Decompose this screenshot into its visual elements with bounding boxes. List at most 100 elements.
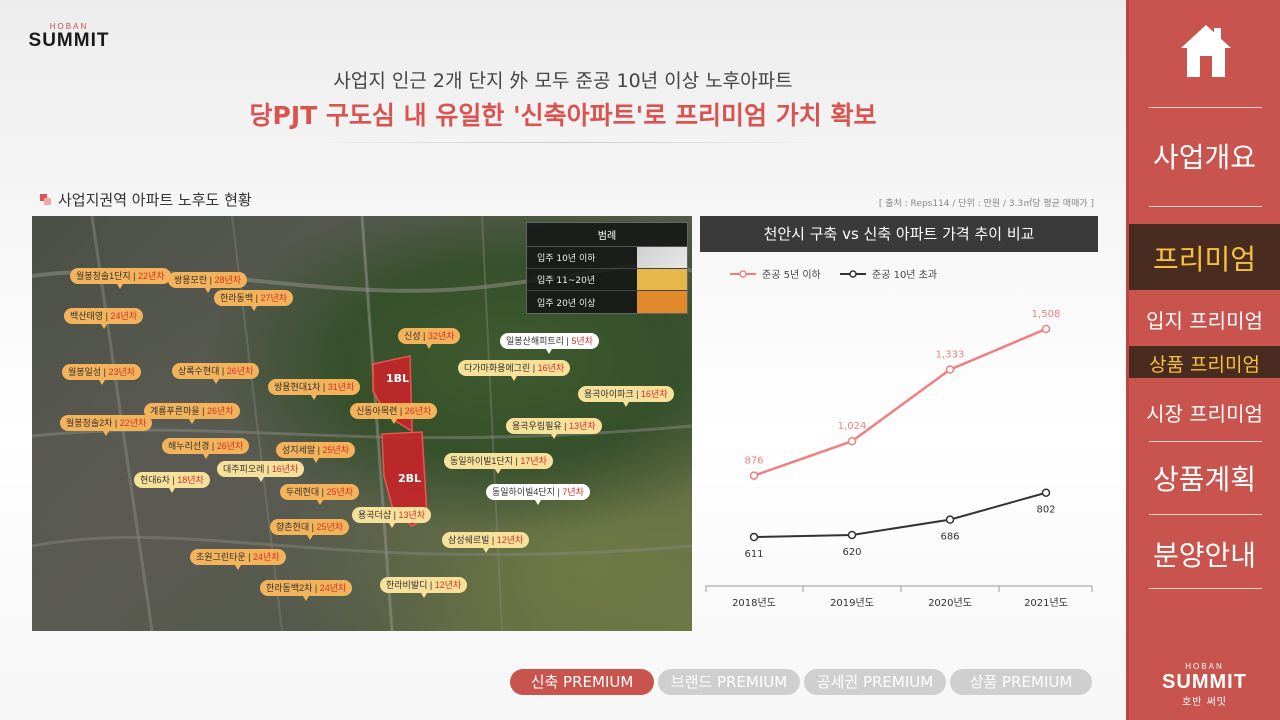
- tab-product-premium[interactable]: 상품 PREMIUM: [950, 669, 1092, 695]
- apartment-name: 일봉산해피트리 |: [506, 336, 572, 346]
- data-label: 1,508: [1032, 309, 1061, 320]
- section-title: 사업지권역 아파트 노후도 현황: [40, 189, 252, 210]
- legend-row: 입주 20년 이상: [527, 291, 687, 313]
- sidebar-item-market-premium[interactable]: 시장 프리미엄: [1146, 402, 1263, 426]
- sidebar-item-sales-info[interactable]: 분양안내: [1152, 539, 1257, 572]
- apartment-age: 16년차: [641, 389, 668, 399]
- apartment-age: 26년차: [226, 366, 254, 376]
- apartment-tag: 두레현대 | 25년차: [280, 484, 360, 505]
- data-point: [1041, 324, 1051, 334]
- apartment-name: 월봉청솔2차 |: [66, 418, 120, 428]
- data-point: [749, 471, 759, 480]
- data-label: 1,024: [838, 421, 867, 432]
- apartment-age: 22년차: [119, 418, 147, 428]
- section-mark-icon: [40, 193, 52, 206]
- data-point: [945, 365, 955, 374]
- apartment-name: 한라비발디 |: [386, 580, 435, 590]
- data-label: 876: [744, 456, 763, 467]
- tab-new-premium[interactable]: 신축 PREMIUM: [510, 669, 654, 695]
- apartment-name: 동일하이빌4단지 |: [492, 487, 563, 497]
- apartment-tag: 월봉일성 | 23년차: [62, 364, 142, 385]
- data-point: [945, 515, 955, 524]
- apartment-name: 용곡더샵 |: [358, 510, 399, 520]
- apartment-tag: 계룡푸른마을 | 26년차: [144, 403, 240, 424]
- hoban-summit-logo[interactable]: HOBAN SUMMIT: [24, 22, 114, 51]
- apartment-tag: 동일하이빌1단지 | 17년차: [444, 453, 553, 474]
- apartment-name: 해누리선경 |: [168, 441, 217, 451]
- apartment-tag: 현대6차 | 18년차: [134, 472, 210, 493]
- tab-park-premium[interactable]: 공세권 PREMIUM: [804, 669, 946, 695]
- apartment-tag: 용곡더샵 | 13년차: [352, 507, 432, 528]
- legend-marker: [739, 270, 747, 278]
- apartment-tag: 한라동백 | 27년차: [214, 290, 294, 311]
- apartment-name: 상록수현대 |: [178, 366, 227, 376]
- legend-label: 준공 10년 초과: [872, 269, 937, 281]
- block-2bl-label: 2BL: [398, 472, 422, 485]
- data-point: [749, 532, 759, 542]
- apartment-tag: 쌍용모란 | 28년차: [168, 272, 248, 293]
- sidebar-item-product-premium[interactable]: 상품 프리미엄: [1149, 354, 1260, 376]
- data-label: 1,333: [936, 350, 965, 361]
- apartment-name: 쌍용모란 |: [174, 275, 215, 285]
- sidebar-item-premium[interactable]: 프리미엄: [1152, 243, 1257, 276]
- apartment-name: 월봉일성 |: [68, 367, 109, 377]
- apartment-tag: 한라동백2차 | 24년차: [260, 580, 353, 601]
- apartment-age: 16년차: [271, 464, 299, 474]
- apartment-age: 23년차: [108, 367, 136, 377]
- x-tick-label: 2021년도: [1024, 597, 1068, 609]
- tab-brand-premium[interactable]: 브랜드 PREMIUM: [658, 669, 800, 695]
- apartment-tag: 다가마화용에그린 | 16년차: [458, 360, 571, 381]
- apartment-name: 삼성쉐르빌 |: [448, 535, 497, 545]
- block-1bl-label: 1BL: [386, 372, 410, 385]
- apartment-name: 현대6차 |: [140, 475, 178, 485]
- headline-subtitle: 사업지 인근 2개 단지 外 모두 준공 10년 이상 노후아파트: [333, 70, 793, 92]
- apartment-age: 17년차: [520, 456, 547, 466]
- apartment-tag: 쌍용현대1차 | 31년차: [268, 379, 361, 400]
- apartment-name: 월봉청솔1단지 |: [76, 271, 139, 281]
- apartment-name: 백산태영 |: [70, 311, 111, 321]
- sidebar-nav: 사업개요 프리미엄 입지 프리미엄 상품 프리미엄 시장 프리미엄 상품계획 분…: [1126, 0, 1280, 720]
- data-label: 611: [744, 549, 763, 560]
- apartment-age: 32년차: [427, 331, 455, 341]
- apartment-age: 13년차: [569, 421, 596, 431]
- apartment-name: 신성 |: [404, 331, 428, 341]
- map-legend: 범례 입주 10년 이하 입주 11~20년 입주 20년 이상: [526, 222, 688, 314]
- section-title-text: 사업지권역 아파트 노후도 현황: [58, 191, 252, 209]
- sidebar-logo: HOBAN SUMMIT 호반 써밋: [1129, 662, 1280, 708]
- data-point: [847, 436, 857, 446]
- apartment-name: 대주피오레 |: [223, 464, 272, 474]
- home-icon[interactable]: [1178, 22, 1234, 84]
- data-point: [1041, 488, 1051, 497]
- legend-row: 입주 10년 이하: [527, 247, 687, 269]
- data-point: [847, 530, 857, 540]
- apartment-name: 다가마화용에그린 |: [464, 363, 538, 373]
- apartment-age: 24년차: [319, 583, 347, 593]
- apartment-age: 22년차: [138, 271, 165, 281]
- apartment-tag: 용곡우림필유 | 13년차: [506, 418, 602, 439]
- sidebar-item-product-plan[interactable]: 상품계획: [1152, 463, 1257, 496]
- apartment-age: 25년차: [322, 445, 350, 455]
- apartment-age: 25년차: [316, 522, 344, 532]
- apartment-name: 초원그린타운 |: [196, 552, 254, 562]
- headline-title: 당PJT 구도심 내 유일한 '신축아파트'로 프리미엄 가치 확보: [249, 101, 877, 130]
- apartment-name: 계룡푸른마을 |: [150, 406, 208, 416]
- apartment-age: 12년차: [496, 535, 524, 545]
- apartment-tag: 향촌현대 | 25년차: [270, 519, 350, 540]
- sidebar-item-overview[interactable]: 사업개요: [1152, 141, 1257, 174]
- apartment-name: 용곡아이파크 |: [584, 389, 642, 399]
- apartment-tag: 신동아목련 | 26년차: [350, 403, 438, 424]
- apartment-tag: 동일하이빌4단지 | 7년차: [486, 484, 590, 505]
- apartment-age: 24년차: [110, 311, 138, 321]
- logo-big-text: SUMMIT: [28, 30, 110, 51]
- apartment-name: 신동아목련 |: [356, 406, 405, 416]
- legend-title: 범례: [527, 223, 687, 247]
- apartment-age: 5년차: [571, 336, 593, 346]
- sidebar-item-location-premium[interactable]: 입지 프리미엄: [1146, 309, 1263, 333]
- legend-label: 준공 5년 이하: [762, 268, 821, 281]
- apartment-tag: 상록수현대 | 26년차: [172, 363, 260, 384]
- apartment-tag: 성지세말 | 25년차: [276, 442, 356, 463]
- logo-small-text: HOBAN: [49, 22, 89, 31]
- data-label: 620: [842, 547, 861, 558]
- apartment-tag: 대주피오레 | 16년차: [217, 461, 305, 482]
- apartment-name: 한라동백2차 |: [266, 583, 320, 593]
